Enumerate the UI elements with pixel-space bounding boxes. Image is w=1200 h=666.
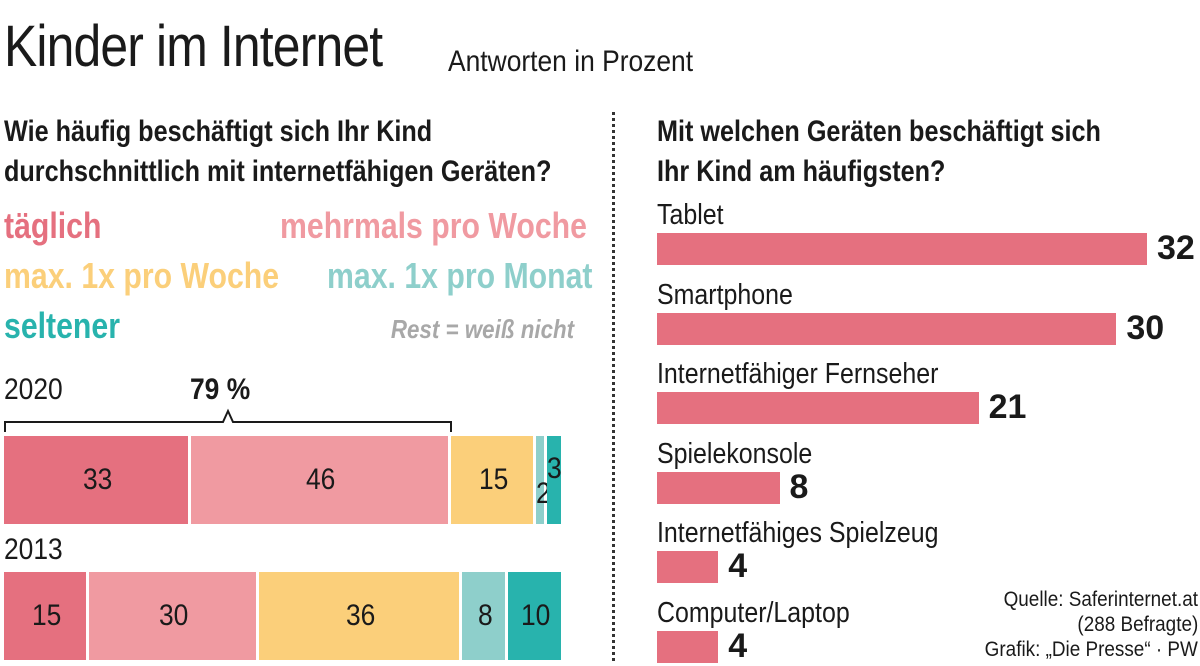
year-label-2013: 2013 [4,533,63,566]
legend-daily: täglich [4,205,102,246]
device-bar-spielekonsole [657,471,780,504]
device-bar-smartphone [657,312,1117,345]
year-label-2020: 2020 [4,373,63,406]
bar-segment-2013-max-monthly [462,572,508,660]
bar-value-2020-max-monthly: 2 [536,477,551,510]
device-label-tablet: Tablet [657,199,724,231]
device-value-smartphone: 30 [1126,308,1165,347]
device-bar-fernseher [657,392,979,424]
chart-title: Kinder im Internet [4,14,383,79]
bar-segment-2013-several-weekly [88,572,259,660]
device-bar-computer-laptop [657,630,719,663]
device-label-fernseher: Internetfähiger Fernseher [657,358,939,390]
bar-value-2020-daily: 33 [82,463,113,496]
bar-segment-2020-rarely [547,436,565,524]
device-bar-spielzeug [657,551,719,583]
bar-segment-2013-daily [4,572,89,660]
source-line1: Quelle: Saferinternet.at [1003,588,1198,611]
bar-value-2013-several-weekly: 30 [159,599,189,632]
right-question-line2: Ihr Kind am häufigsten? [657,155,946,188]
left-question-line2: durchschnittlich mit internetfähigen Ger… [4,155,552,188]
source-line3: Grafik: „Die Presse“ · PW [984,638,1198,661]
device-value-computer-laptop: 4 [728,626,748,665]
bar-segment-2013-rarely [507,572,565,660]
stacked-bar-2020: 33 46 15 2 3 [4,436,570,524]
legend-rarely: seltener [4,305,120,346]
bar-value-2020-several-weekly: 46 [306,463,336,496]
bar-value-2013-rarely: 10 [521,599,551,632]
bar-segment-2020-max-monthly [536,436,548,524]
chart-subtitle: Antworten in Prozent [448,45,694,78]
bar-value-2013-daily: 15 [31,599,62,632]
device-label-spielekonsole: Spielekonsole [657,437,813,470]
source-line2: (288 Befragte) [1077,613,1198,636]
column-divider [612,112,615,661]
legend-max-weekly: max. 1x pro Woche [4,255,280,296]
bar-segment-2013-max-weekly [258,572,463,660]
device-bar-tablet [657,233,1147,265]
bar-value-2020-max-weekly: 15 [478,463,509,496]
left-question-line1: Wie häufig beschäftigt sich Ihr Kind [4,115,433,148]
device-label-spielzeug: Internetfähiges Spielzeug [657,517,939,549]
highlight-79-percent: 79 % [190,373,251,406]
bar-segment-2020-max-weekly [451,436,537,524]
device-value-fernseher: 21 [988,388,1027,426]
bar-value-2013-max-weekly: 36 [345,599,376,632]
stacked-bar-2013: 15 30 36 8 10 [4,572,570,660]
device-label-computer-laptop: Computer/Laptop [657,596,850,629]
device-value-spielzeug: 4 [728,547,748,585]
bracket-79-percent [4,408,452,432]
device-value-spielekonsole: 8 [789,467,809,506]
bar-segment-2020-daily [4,436,191,524]
legend-rest-note: Rest = weiß nicht [390,314,574,344]
bar-segment-2020-several-weekly [190,436,452,524]
bar-value-2020-rarely: 3 [547,452,563,485]
device-label-smartphone: Smartphone [657,278,793,311]
right-question-line1: Mit welchen Geräten beschäftigt sich [657,115,1101,148]
device-value-tablet: 32 [1157,229,1195,267]
legend-max-monthly: max. 1x pro Monat [327,255,593,296]
legend-several-weekly: mehrmals pro Woche [280,205,587,246]
bar-value-2013-max-monthly: 8 [477,599,493,632]
